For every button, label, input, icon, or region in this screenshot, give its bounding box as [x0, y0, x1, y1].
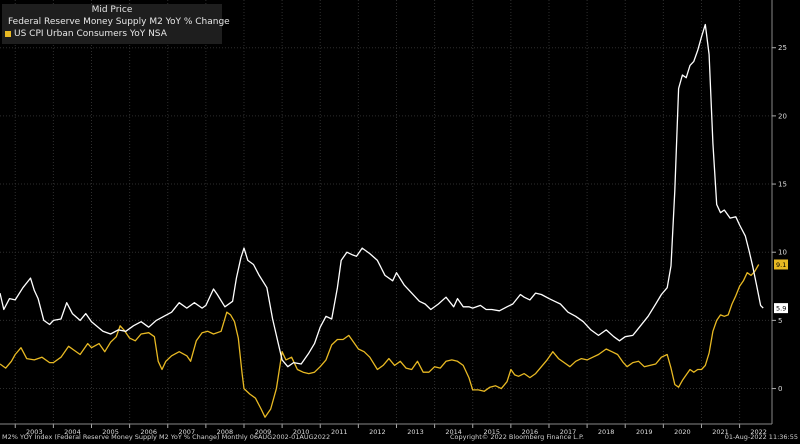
y-tick-label: 20 [778, 112, 787, 120]
last-value-label-cpi: 9.1 [776, 261, 786, 269]
chart-series-layer [0, 23, 764, 418]
last-value-label-m2: 5.9 [776, 305, 786, 313]
series-line-m2 [0, 23, 764, 368]
series-line-cpi [0, 264, 760, 418]
x-tick-label: 2019 [636, 428, 653, 436]
x-tick-label: 2012 [369, 428, 386, 436]
x-tick-label: 2007 [179, 428, 196, 436]
x-tick-label: 2020 [674, 428, 691, 436]
legend-swatch-cpi [5, 31, 11, 37]
x-tick-label: 2016 [522, 428, 539, 436]
x-tick-label: 2004 [64, 428, 81, 436]
x-tick-label: 2006 [140, 428, 157, 436]
legend-item-m2: Federal Reserve Money Supply M2 YoY % Ch… [2, 16, 230, 28]
x-tick-label: 2015 [484, 428, 501, 436]
x-tick-label: 2018 [598, 428, 615, 436]
x-tick-label: 2011 [331, 428, 348, 436]
y-tick-label: 15 [778, 181, 787, 189]
x-tick-label: 2014 [445, 428, 462, 436]
legend-label-cpi: US CPI Urban Consumers YoY NSA [14, 29, 167, 39]
y-tick-label: 5 [778, 317, 782, 325]
legend-label-m2: Federal Reserve Money Supply M2 YoY % Ch… [8, 17, 230, 27]
x-tick-label: 2022 [750, 428, 767, 436]
x-tick-label: 2005 [102, 428, 119, 436]
x-tick-label: 2010 [293, 428, 310, 436]
y-tick-label: 0 [778, 385, 782, 393]
y-tick-label: 10 [778, 249, 787, 257]
x-tick-label: 2009 [255, 428, 272, 436]
footer-timestamp: 01-Aug-2022 11:36:55 [724, 433, 798, 441]
x-tick-label: 2013 [407, 428, 424, 436]
chart-legend: Mid Price Federal Reserve Money Supply M… [2, 4, 230, 44]
footer-source-text: M2% YOY Index (Federal Reserve Money Sup… [2, 433, 331, 441]
legend-title: Mid Price [91, 5, 133, 15]
x-axis: 2003 2004 2005 2006 2007 2008 2009 2010 2011 2012… [0, 423, 772, 436]
footer-copyright: Copyright© 2022 Bloomberg Finance L.P. [450, 433, 584, 441]
x-tick-label: 2017 [560, 428, 577, 436]
x-tick-label: 2003 [26, 428, 43, 436]
last-value-labels: 9.1 5.9 [774, 259, 788, 314]
x-tick-label: 2008 [217, 428, 234, 436]
last-value-box-m2 [774, 303, 788, 314]
y-tick-label: 25 [778, 44, 787, 52]
y-axis: 0 5 10 15 20 25 [771, 0, 787, 424]
legend-item-cpi: US CPI Urban Consumers YoY NSA [2, 28, 222, 40]
last-value-box-cpi [774, 259, 788, 270]
x-tick-label: 2021 [712, 428, 729, 436]
